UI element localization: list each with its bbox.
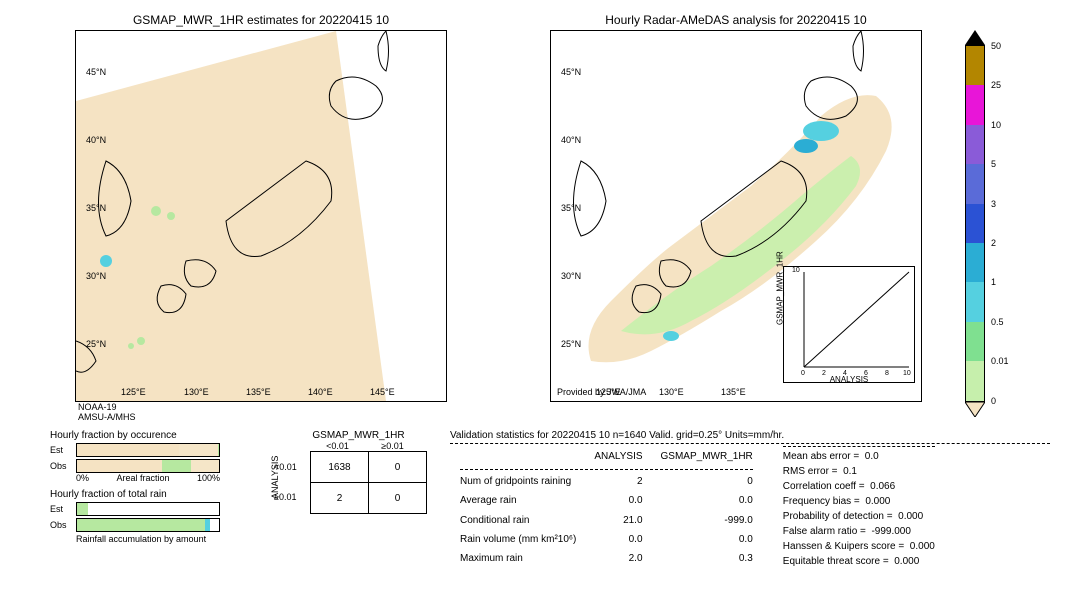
inset-tick: 4 bbox=[843, 370, 847, 377]
inset-tick: 0 bbox=[801, 370, 805, 377]
xtick: 135°E bbox=[246, 387, 271, 397]
inset-tick: 6 bbox=[864, 370, 868, 377]
validation-panel: Validation statistics for 20220415 10 n=… bbox=[450, 430, 1050, 569]
inset-scatter: ANALYSIS GSMAP_MWR_1HR 0 2 4 6 8 10 10 bbox=[783, 266, 915, 383]
cbar-tick: 5 bbox=[991, 159, 996, 169]
xtick: 130°E bbox=[184, 387, 209, 397]
cbar-tick: 0.5 bbox=[991, 317, 1004, 327]
total-rain-title: Hourly fraction of total rain bbox=[50, 489, 220, 500]
ytick: 25°N bbox=[561, 339, 581, 349]
left-map-footer2: AMSU-A/MHS bbox=[78, 412, 136, 422]
stat-row: Hanssen & Kuipers score = 0.000 bbox=[783, 539, 935, 554]
row-label: Obs bbox=[50, 461, 72, 471]
cbar-tick: 50 bbox=[991, 41, 1001, 51]
stats-list: Mean abs error = 0.0 RMS error = 0.1 Cor… bbox=[783, 446, 935, 569]
stat-row: False alarm ratio = -999.000 bbox=[783, 524, 935, 539]
xtick: 125°E bbox=[121, 387, 146, 397]
contingency-col-header: GSMAP_MWR_1HR bbox=[290, 430, 427, 441]
ytick: 45°N bbox=[86, 67, 106, 77]
ytick: 40°N bbox=[86, 135, 106, 145]
stat-row: Frequency bias = 0.000 bbox=[783, 494, 935, 509]
table-row: Conditional rain21.0-999.0 bbox=[452, 511, 761, 528]
ytick: 40°N bbox=[561, 135, 581, 145]
obs-bar bbox=[76, 459, 220, 473]
validation-table: ANALYSIS GSMAP_MWR_1HR Num of gridpoints… bbox=[450, 446, 763, 569]
row-label: ≥0.01 bbox=[274, 492, 296, 502]
colorbar: 50 25 10 5 3 2 1 0.5 0.01 0 bbox=[965, 30, 985, 400]
xtick: 145°E bbox=[370, 387, 395, 397]
validation-title: Validation statistics for 20220415 10 n=… bbox=[450, 430, 1050, 441]
cell: 0 bbox=[369, 483, 427, 514]
stat-row: Equitable threat score = 0.000 bbox=[783, 554, 935, 569]
col-label: <0.01 bbox=[310, 441, 365, 451]
cell: 0 bbox=[369, 452, 427, 483]
ytick: 30°N bbox=[86, 271, 106, 281]
contingency-panel: GSMAP_MWR_1HR ANALYSIS <0.01 ≥0.01 1638 … bbox=[270, 430, 427, 514]
row-label: Obs bbox=[50, 520, 72, 530]
row-label: Est bbox=[50, 504, 72, 514]
obs-total-bar bbox=[76, 518, 220, 532]
stat-row: Correlation coeff = 0.066 bbox=[783, 479, 935, 494]
inset-tick: 10 bbox=[903, 370, 911, 377]
est-total-bar bbox=[76, 502, 220, 516]
xlabel-center: Areal fraction bbox=[116, 473, 169, 483]
col-header: ANALYSIS bbox=[586, 448, 650, 465]
cbar-tick: 10 bbox=[991, 120, 1001, 130]
left-map-panel: GSMAP_MWR_1HR estimates for 20220415 10 … bbox=[75, 30, 447, 402]
left-map-title: GSMAP_MWR_1HR estimates for 20220415 10 bbox=[76, 13, 446, 27]
occurrence-panel: Hourly fraction by occurence Est Obs 0% … bbox=[50, 430, 220, 544]
table-row: Num of gridpoints raining20 bbox=[452, 473, 761, 490]
est-bar bbox=[76, 443, 220, 457]
xtick: 140°E bbox=[308, 387, 333, 397]
col-label: ≥0.01 bbox=[365, 441, 420, 451]
xlabel-left: 0% bbox=[76, 473, 89, 483]
inset-tick: 10 bbox=[792, 267, 800, 274]
cbar-tick: 1 bbox=[991, 277, 996, 287]
cbar-tick: 3 bbox=[991, 199, 996, 209]
stat-row: Mean abs error = 0.0 bbox=[783, 449, 935, 464]
row-label: Est bbox=[50, 445, 72, 455]
ytick: 25°N bbox=[86, 339, 106, 349]
row-label: <0.01 bbox=[274, 462, 297, 472]
cell: 2 bbox=[311, 483, 369, 514]
inset-ylabel: GSMAP_MWR_1HR bbox=[776, 251, 785, 325]
occurrence-title: Hourly fraction by occurence bbox=[50, 430, 220, 441]
colorbar-body: 50 25 10 5 3 2 1 0.5 0.01 0 bbox=[965, 45, 985, 402]
inset-tick: 2 bbox=[822, 370, 826, 377]
left-map-svg bbox=[76, 31, 446, 401]
right-map-title: Hourly Radar-AMeDAS analysis for 2022041… bbox=[551, 13, 921, 27]
contingency-row-header: ANALYSIS bbox=[270, 441, 310, 514]
ytick: 30°N bbox=[561, 271, 581, 281]
left-map-footer1: NOAA-19 bbox=[78, 402, 117, 412]
xtick: 130°E bbox=[659, 387, 684, 397]
ytick: 35°N bbox=[86, 203, 106, 213]
ytick: 45°N bbox=[561, 67, 581, 77]
cbar-tick: 0 bbox=[991, 396, 996, 406]
stat-row: RMS error = 0.1 bbox=[783, 464, 935, 479]
cbar-tick: 2 bbox=[991, 238, 996, 248]
cbar-tick: 0.01 bbox=[991, 356, 1009, 366]
cell: 1638 bbox=[311, 452, 369, 483]
cbar-tick: 25 bbox=[991, 80, 1001, 90]
col-header: GSMAP_MWR_1HR bbox=[653, 448, 761, 465]
table-row: Rain volume (mm km²10⁶)0.00.0 bbox=[452, 531, 761, 548]
xlabel-right: 100% bbox=[197, 473, 220, 483]
stat-row: Probability of detection = 0.000 bbox=[783, 509, 935, 524]
right-map-panel: Hourly Radar-AMeDAS analysis for 2022041… bbox=[550, 30, 922, 402]
right-map-footer: Provided by JWA/JMA bbox=[557, 387, 646, 397]
xtick: 135°E bbox=[721, 387, 746, 397]
table-row: Maximum rain2.00.3 bbox=[452, 550, 761, 567]
contingency-table: 1638 0 2 0 bbox=[310, 451, 427, 514]
total-rain-footer: Rainfall accumulation by amount bbox=[76, 534, 220, 544]
inset-tick: 8 bbox=[885, 370, 889, 377]
table-row: Average rain0.00.0 bbox=[452, 492, 761, 509]
ytick: 35°N bbox=[561, 203, 581, 213]
